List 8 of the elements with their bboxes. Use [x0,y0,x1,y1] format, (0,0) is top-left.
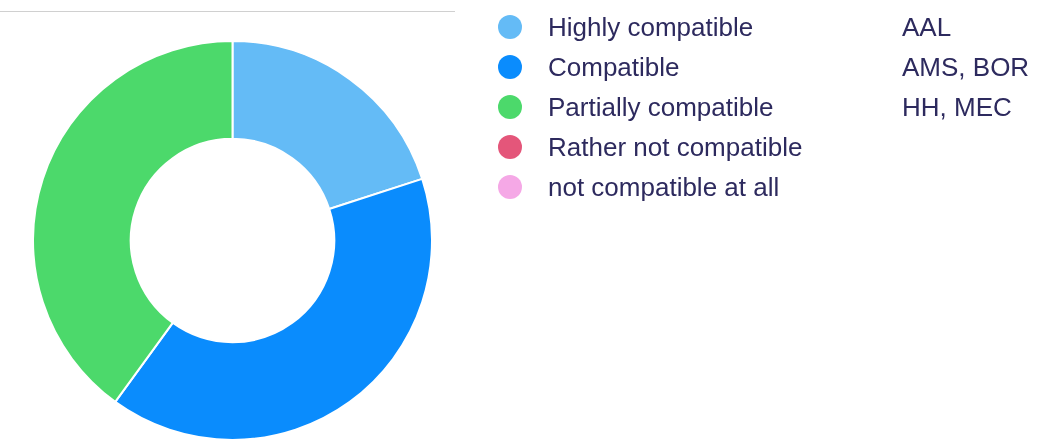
text: AMS, BOR [902,51,1030,84]
text: HH, MEC [902,91,1012,124]
text: AAL [902,11,952,44]
legend-label: Partially compatible [548,91,774,124]
legend-label: Compatible [548,51,680,84]
legend-label: Highly compatible [548,11,754,44]
legend-label: Rather not compatible [548,131,803,164]
legend-label: not compatible at all [548,171,780,204]
